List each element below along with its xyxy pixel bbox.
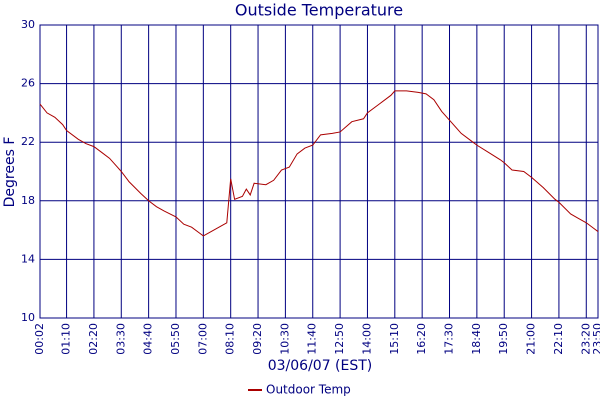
x-tick-label: 17:30 (443, 323, 456, 355)
y-tick-label: 22 (21, 135, 35, 148)
x-tick-label: 18:40 (470, 323, 483, 355)
x-tick-label: 02:20 (87, 323, 100, 355)
legend-label: Outdoor Temp (266, 383, 351, 397)
x-axis-label: 03/06/07 (EST) (268, 358, 373, 374)
x-tick-label: 12:50 (333, 323, 346, 355)
x-tick-label: 11:40 (306, 323, 319, 355)
x-tick-label: 01:10 (60, 323, 73, 355)
x-tick-label: 09:20 (251, 323, 264, 355)
x-tick-label: 10:30 (278, 323, 291, 355)
legend: Outdoor Temp (248, 383, 351, 397)
x-tick-label: 08:10 (224, 323, 237, 355)
y-tick-label: 30 (21, 18, 35, 31)
y-tick-label: 18 (21, 194, 35, 207)
x-tick-label: 15:10 (388, 323, 401, 355)
y-axis-label: Degrees F (2, 137, 18, 208)
x-tick-label: 00:02 (33, 323, 46, 355)
x-tick-label: 23:20 (579, 323, 592, 355)
x-tick-label: 04:40 (142, 323, 155, 355)
x-tick-label: 05:50 (169, 323, 182, 355)
x-tick-label: 14:00 (360, 323, 373, 355)
x-tick-label: 23:50 (591, 323, 600, 355)
chart-title: Outside Temperature (235, 1, 403, 20)
y-tick-label: 10 (21, 311, 35, 324)
x-tick-label: 22:10 (552, 323, 565, 355)
x-tick-label: 19:50 (497, 323, 510, 355)
x-tick-label: 07:00 (196, 323, 209, 355)
y-tick-label: 26 (21, 77, 35, 90)
data-line (39, 90, 599, 237)
x-tick-label: 03:30 (114, 323, 127, 355)
x-tick-label: 16:20 (415, 323, 428, 355)
x-tick-label: 21:00 (525, 323, 538, 355)
y-tick-label: 14 (21, 252, 35, 265)
plot-border (39, 24, 599, 319)
